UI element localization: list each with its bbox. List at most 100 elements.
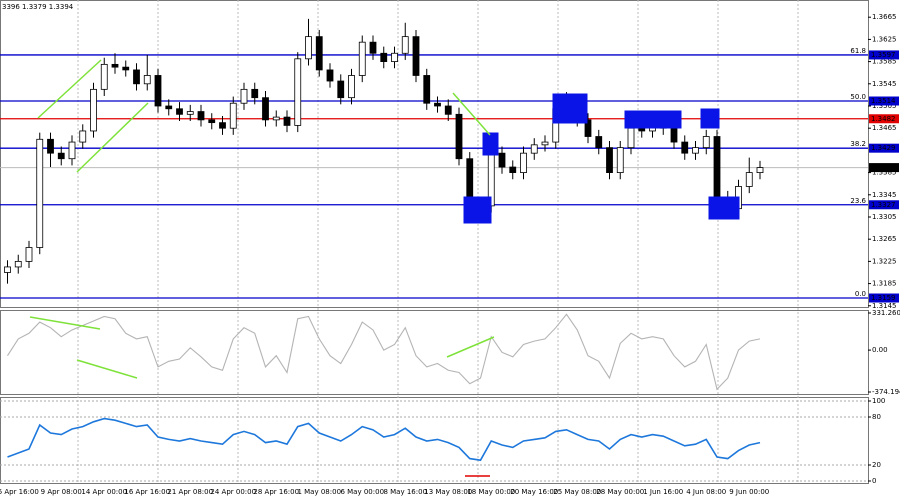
candle-body (670, 127, 678, 143)
level-price: 1.3482 (871, 115, 896, 123)
candle-body (434, 102, 441, 107)
trend-lines (29, 59, 495, 379)
candle-body (584, 119, 592, 137)
level-name: 61.8 (850, 47, 866, 55)
candle-body (229, 102, 237, 129)
zone (700, 108, 720, 129)
y-tick-label: 1.3545 (872, 80, 897, 88)
x-tick-label: 8 May 16:00 (383, 488, 427, 496)
candle-body (627, 127, 635, 149)
level-price: 1.3597 (871, 51, 896, 59)
candle-body (143, 75, 151, 85)
candle-body (165, 105, 173, 110)
candle-body (315, 36, 323, 71)
candle-body (122, 66, 130, 71)
y-tick-label: 1.3265 (872, 235, 897, 243)
level-price-box (869, 293, 899, 303)
trend-line (76, 359, 138, 379)
blue-zones (463, 93, 740, 224)
candle-body (14, 260, 22, 268)
x-tick-label: 20 May 16:00 (510, 488, 558, 496)
level-price: 1.3159 (871, 294, 896, 302)
price-panel (0, 0, 869, 308)
level-name: 38.2 (850, 140, 866, 148)
y-tick-label: 0 (872, 477, 876, 485)
y-tick-label: 0.00 (872, 346, 888, 354)
candle-body (541, 141, 549, 146)
indicator-line (7, 417, 761, 462)
level-price: 1.3429 (871, 144, 896, 152)
y-tick-label: 1.3185 (872, 280, 897, 288)
y-tick-label: 1.3305 (872, 213, 897, 221)
x-tick-label: 1 Jun 16:00 (643, 488, 683, 496)
trend-line (37, 59, 102, 119)
level-price: 1.3514 (871, 97, 896, 105)
y-tick-label: 1.3345 (872, 191, 897, 199)
candle-body (412, 36, 420, 76)
candle-body (745, 172, 753, 187)
y-tick-label: 80 (872, 413, 881, 421)
candle-body (713, 136, 721, 198)
x-tick-label: 9 Jun 00:00 (729, 488, 769, 496)
x-tick-label: 28 Apr 16:00 (253, 488, 299, 496)
candle-body (455, 113, 463, 160)
candle-body (36, 138, 44, 248)
y-tick-label: 1.3585 (872, 58, 897, 66)
zone (708, 196, 740, 220)
candle-body (133, 69, 140, 85)
zone (482, 132, 499, 156)
candle-body (337, 80, 345, 99)
x-tick-label: 6 May 00:00 (340, 488, 384, 496)
candle-body (272, 116, 280, 121)
x-tick-label: 28 May 00:00 (596, 488, 644, 496)
x-tick-label: 6 Apr 16:00 (0, 488, 39, 496)
price-header: 3396 1.3379 1.3394 (2, 3, 74, 11)
candle-body (380, 52, 388, 63)
x-tick-label: 21 Apr 08:00 (167, 488, 213, 496)
candle-body (208, 119, 216, 124)
candle-body (358, 41, 366, 76)
annotations (29, 59, 740, 477)
candle-body (240, 88, 248, 104)
candle-body (616, 147, 624, 173)
candle-body (68, 141, 76, 160)
last-price-box (869, 163, 899, 173)
zone (463, 196, 492, 224)
candle-body (692, 147, 699, 154)
level-price-box (869, 96, 899, 106)
candle-body (702, 136, 710, 149)
y-tick-label: 1.3665 (872, 13, 897, 21)
x-tick-label: 14 Apr 00:00 (81, 488, 127, 496)
y-tick-label: 1.3385 (872, 169, 897, 177)
level-price: 1.3327 (871, 201, 896, 209)
y-tick-label: 100 (872, 397, 885, 405)
candle-body (391, 52, 398, 63)
y-tick-label: 1.3145 (872, 302, 897, 310)
trend-line (446, 336, 495, 358)
x-tick-label: 9 Apr 08:00 (41, 488, 82, 496)
candle-body (90, 88, 97, 132)
x-tick-label: 16 Apr 16:00 (124, 488, 170, 496)
candle-body (294, 58, 302, 126)
candle-body (638, 127, 646, 132)
candle-body (176, 108, 183, 115)
y-tick-label: 1.3225 (872, 257, 897, 265)
candle-body (466, 158, 474, 204)
level-price-box (869, 200, 899, 210)
candle-body (79, 130, 87, 143)
candle-body (369, 41, 377, 54)
candle-body (219, 122, 226, 129)
trend-line (452, 92, 491, 136)
zone (624, 110, 682, 129)
candle-body (251, 88, 259, 99)
level-name: 50.0 (850, 93, 866, 101)
level-price-box (869, 114, 899, 124)
y-tick-label: 331.2603 (872, 309, 900, 317)
candle-body (326, 69, 334, 82)
candle-body (111, 63, 119, 68)
candle-body (530, 144, 538, 154)
candle-body (595, 136, 603, 149)
candle-body (606, 147, 613, 173)
candle-body (348, 75, 355, 99)
